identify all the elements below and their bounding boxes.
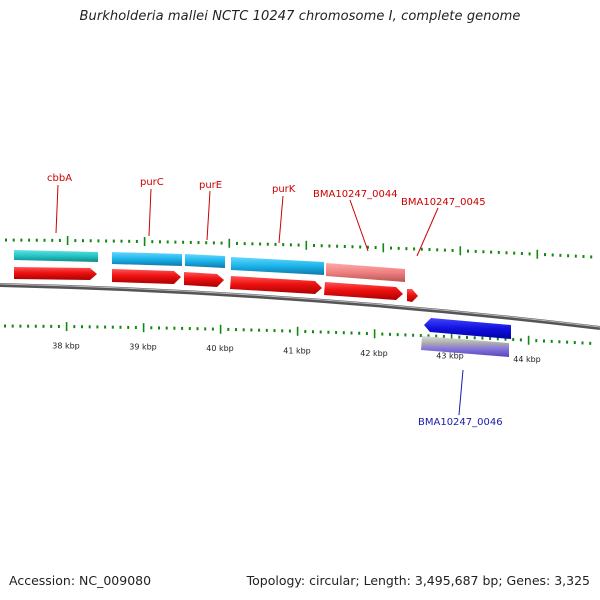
- tick-label: 40 kbp: [206, 344, 234, 353]
- chromosome-backbone-highlight: [0, 283, 600, 328]
- inner-tick-row: [4, 322, 592, 345]
- cds-arrow-BMA10247_0046[interactable]: [424, 318, 511, 339]
- gene-label-purC[interactable]: purC: [140, 177, 164, 188]
- gene-feature-cbbA[interactable]: [14, 250, 98, 262]
- tick-label: 43 kbp: [436, 352, 464, 361]
- topology-text: Topology: circular; Length: 3,495,687 bp…: [246, 573, 590, 588]
- leader-line-cbbA: [55, 184, 59, 234]
- gene-feature-BMA10247_0046[interactable]: [421, 336, 509, 357]
- gene-feature-purC[interactable]: [112, 252, 182, 266]
- cds-arrow-BMA10247_0045[interactable]: [407, 289, 418, 302]
- forward-gene-features: [14, 250, 405, 282]
- cds-arrow-purK[interactable]: [230, 276, 322, 294]
- cds-arrow-purE[interactable]: [184, 272, 224, 287]
- tick-label: 42 kbp: [360, 349, 388, 358]
- cds-arrow-cbbA[interactable]: [14, 267, 97, 280]
- label-leader-lines: [55, 184, 464, 416]
- gene-label-BMA10247_0044[interactable]: BMA10247_0044: [313, 189, 398, 200]
- gene-label-BMA10247_0045[interactable]: BMA10247_0045: [401, 197, 486, 208]
- reverse-gene-features: [421, 318, 511, 357]
- chromosome-backbone: [0, 283, 600, 330]
- leader-line-BMA10247_0046: [458, 369, 464, 416]
- leader-line-purK: [278, 195, 284, 244]
- gene-label-purE[interactable]: purE: [199, 180, 222, 191]
- map-title: Burkholderia mallei NCTC 10247 chromosom…: [79, 9, 521, 24]
- cds-arrow-BMA10247_0044[interactable]: [324, 282, 403, 300]
- gene-feature-purK[interactable]: [231, 257, 324, 275]
- gene-feature-BMA10247_0044[interactable]: [326, 263, 405, 282]
- accession-text: Accession: NC_009080: [9, 573, 152, 588]
- gene-label-BMA10247_0046[interactable]: BMA10247_0046: [418, 417, 503, 428]
- forward-cds-arrows: [14, 267, 418, 302]
- gene-feature-purE[interactable]: [185, 254, 225, 268]
- outer-tick-row: [5, 236, 593, 259]
- gene-labels: cbbA purC purE purK BMA10247_0044 BMA102…: [47, 173, 503, 428]
- tick-label: 44 kbp: [513, 355, 541, 364]
- leader-line-BMA10247_0045: [416, 207, 439, 257]
- tick-label: 41 kbp: [283, 346, 311, 355]
- leader-line-purC: [148, 188, 152, 237]
- leader-line-BMA10247_0044: [349, 199, 369, 252]
- gene-label-purK[interactable]: purK: [272, 184, 296, 195]
- tick-label: 39 kbp: [129, 343, 157, 352]
- cds-arrow-purC[interactable]: [112, 269, 181, 284]
- leader-line-purE: [206, 190, 211, 241]
- tick-label: 38 kbp: [52, 342, 80, 351]
- gene-label-cbbA[interactable]: cbbA: [47, 173, 72, 184]
- tick-label-group: 38 kbp 39 kbp 40 kbp 41 kbp 42 kbp 43 kbp 44 k…: [52, 342, 541, 365]
